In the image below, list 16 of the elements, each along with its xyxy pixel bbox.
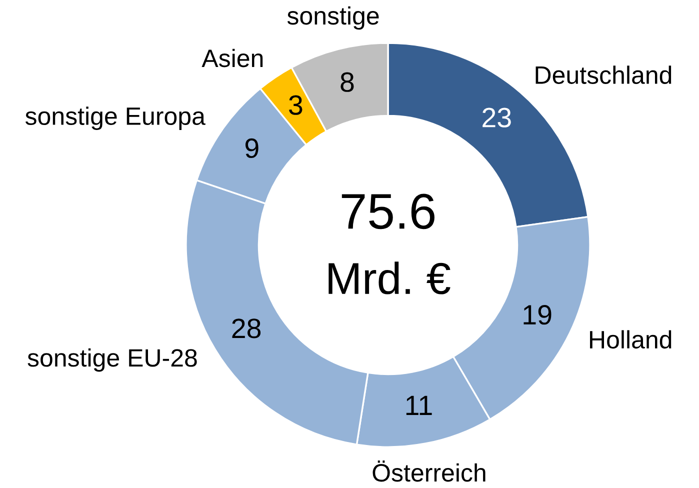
data-label: 19 (524, 304, 552, 325)
slice-label: sonstige (287, 6, 379, 30)
slice-label: Holland (590, 330, 672, 349)
data-label: 8 (340, 72, 354, 92)
slice-label: Deutschland (536, 66, 672, 84)
text: 75.6 (342, 194, 434, 230)
slice-label: sonstige Europa (25, 106, 206, 130)
data-label: 11 (406, 396, 432, 415)
slice-label: Asien (202, 48, 263, 68)
slice-label: Österreich (372, 460, 486, 482)
data-label: 9 (245, 138, 258, 158)
data-label: 3 (289, 95, 302, 115)
data-label: 28 (232, 318, 261, 338)
text: Mrd. € (328, 262, 450, 294)
slice-label: sonstige EU-28 (28, 348, 197, 372)
data-label: 23 (482, 108, 511, 128)
